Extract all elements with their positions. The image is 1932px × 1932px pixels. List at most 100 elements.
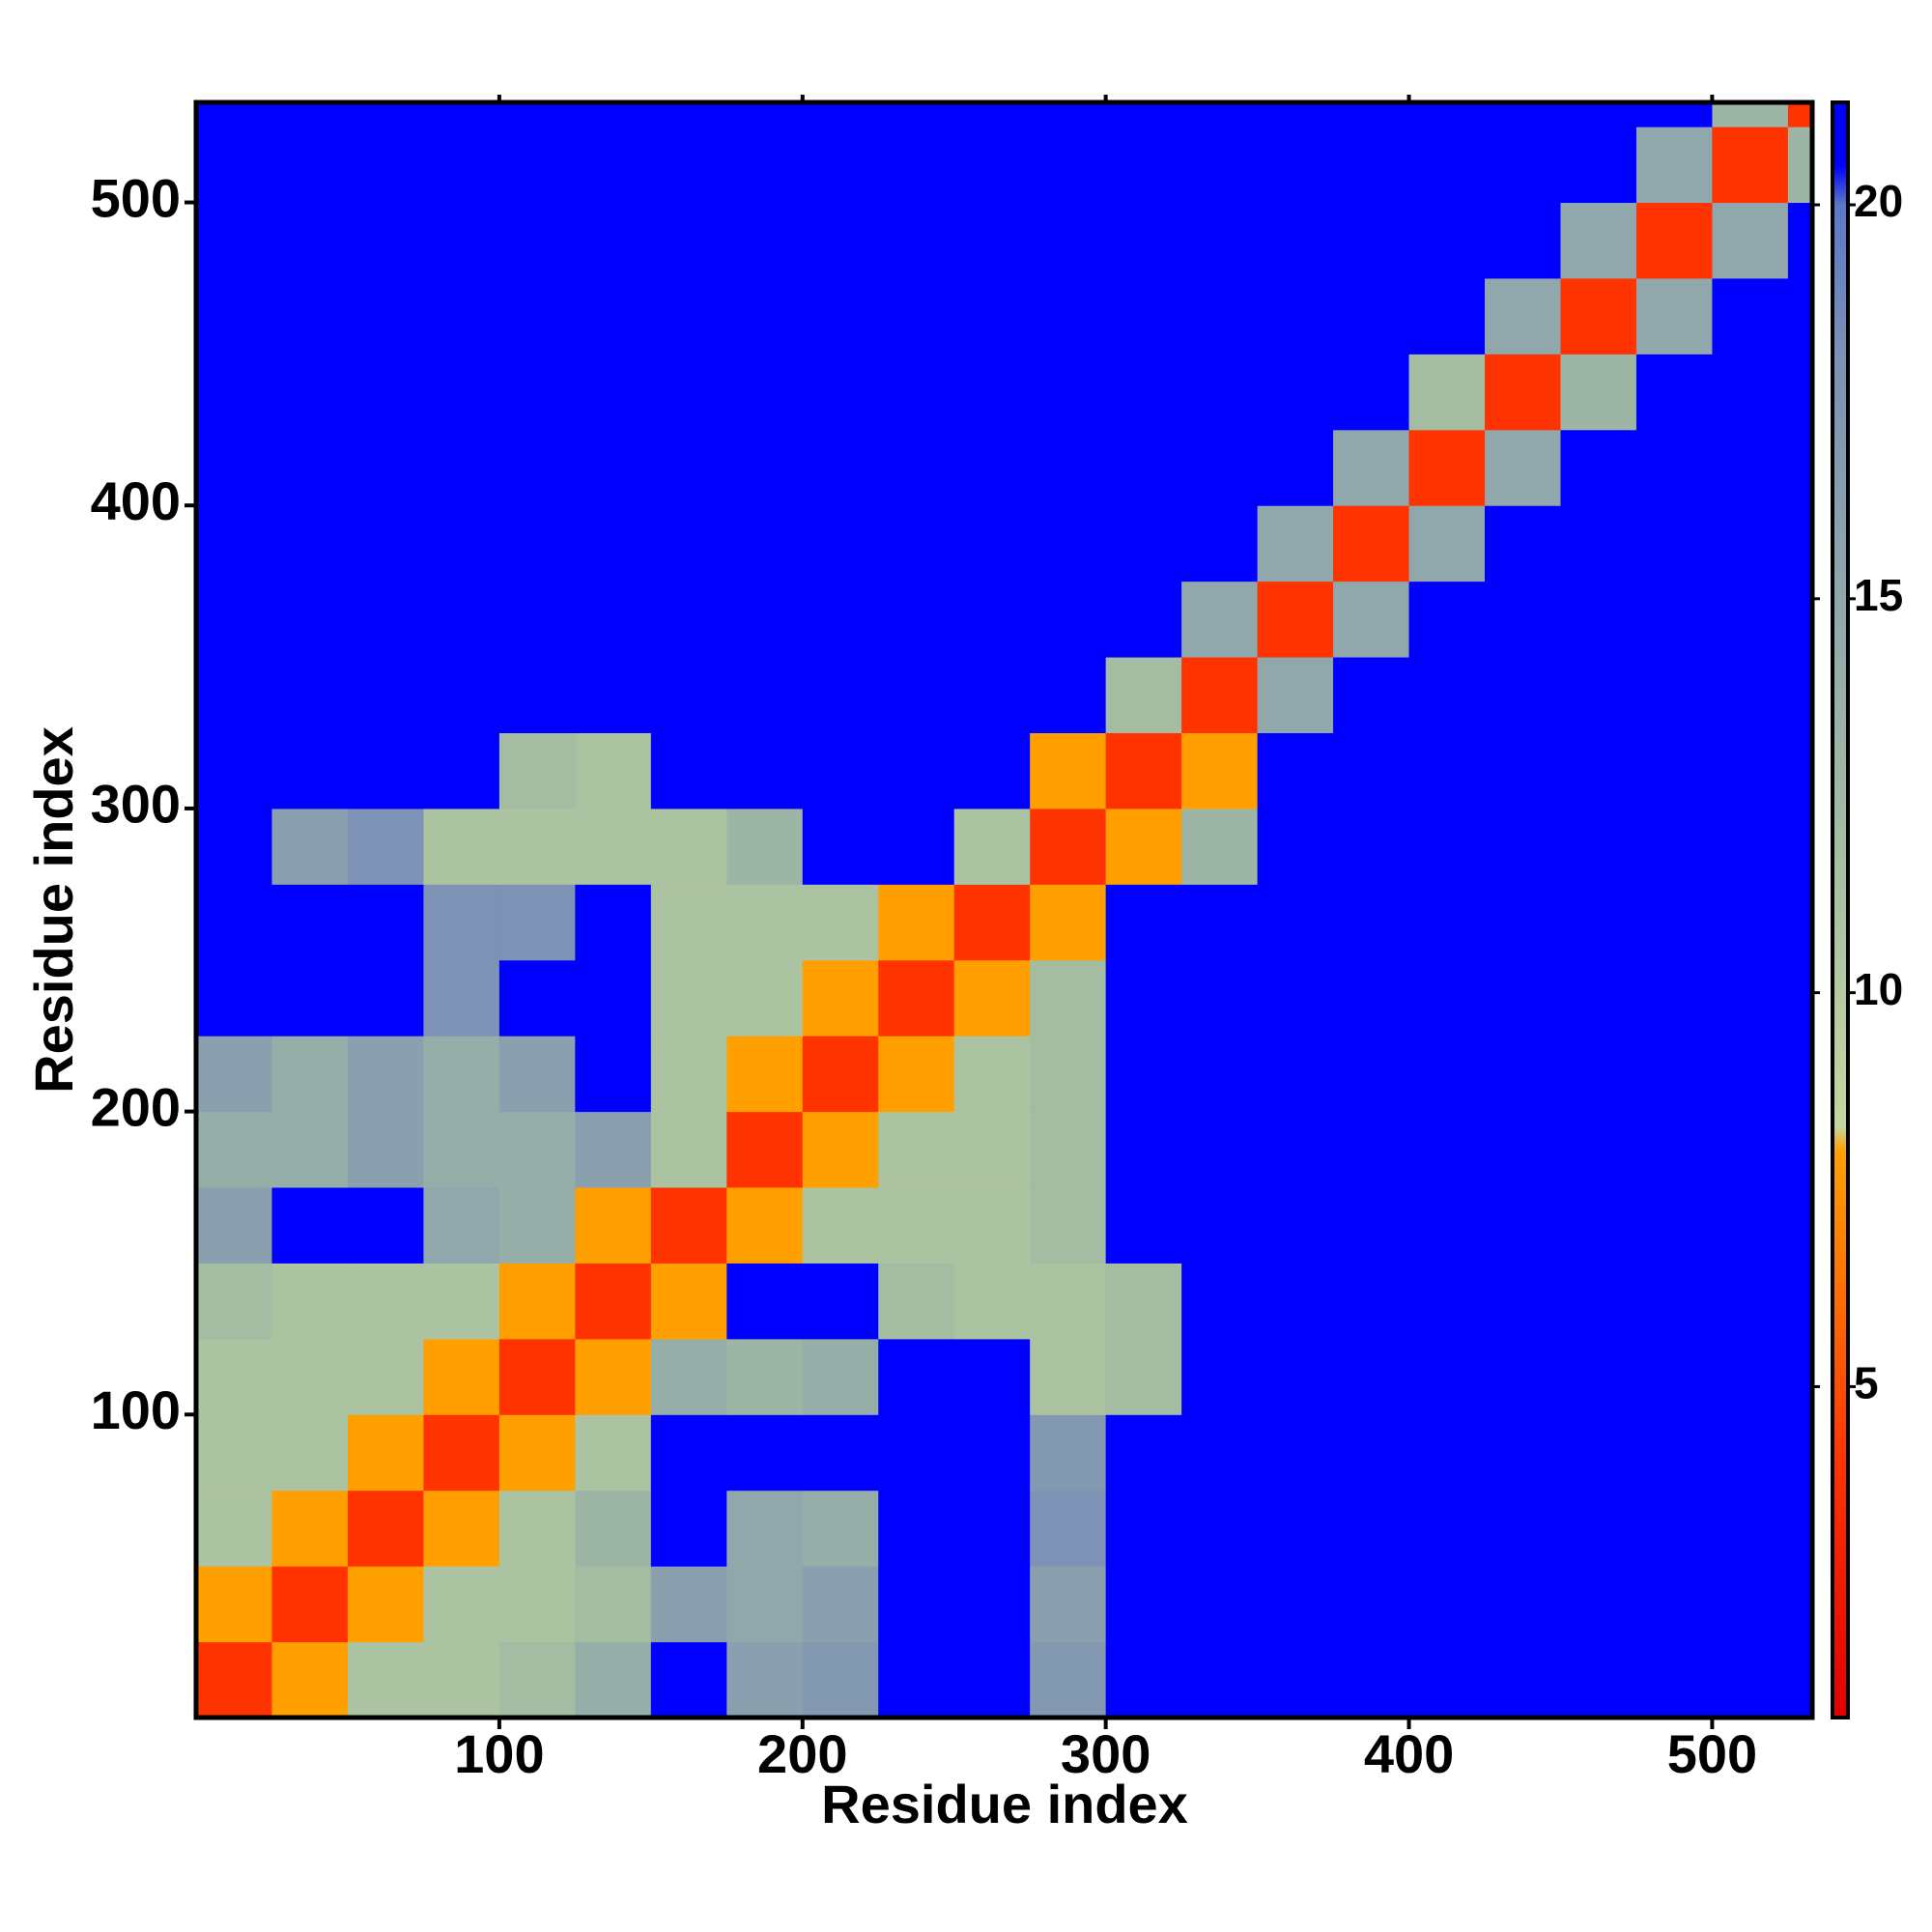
heatmap-cell xyxy=(498,1036,576,1113)
heatmap-cell xyxy=(953,1187,1031,1264)
heatmap-cell xyxy=(726,732,804,810)
heatmap-cell xyxy=(1635,1414,1713,1492)
heatmap-cell xyxy=(498,354,576,431)
y-tick-label: 400 xyxy=(91,470,181,531)
heatmap-cell xyxy=(726,1187,804,1264)
heatmap-cell xyxy=(650,1490,727,1567)
heatmap-cell xyxy=(1105,959,1182,1037)
heatmap-cell xyxy=(1105,202,1182,279)
heatmap-cell xyxy=(802,354,879,431)
heatmap-cell xyxy=(1485,505,1561,582)
heatmap-cell xyxy=(347,1566,424,1643)
heatmap-cell xyxy=(347,1111,424,1188)
heatmap-cell xyxy=(271,429,349,506)
heatmap-cell xyxy=(1181,202,1259,279)
heatmap-cell xyxy=(1030,657,1107,733)
heatmap-cell xyxy=(498,581,576,658)
heatmap-cell xyxy=(802,732,879,810)
x-tick-label: 200 xyxy=(757,1723,847,1784)
heatmap-cell xyxy=(1712,1490,1789,1567)
heatmap-cell xyxy=(953,429,1031,506)
heatmap-cell xyxy=(1635,959,1713,1037)
heatmap-cell xyxy=(1485,1566,1561,1643)
heatmap-cell xyxy=(1560,959,1637,1037)
heatmap-cell xyxy=(953,581,1031,658)
heatmap-cell xyxy=(271,354,349,431)
heatmap-cell xyxy=(347,1490,424,1567)
heatmap-cell xyxy=(575,1263,652,1340)
heatmap-cell xyxy=(878,808,955,885)
heatmap-cell xyxy=(1105,505,1182,582)
heatmap-cell xyxy=(347,581,424,658)
heatmap-cell xyxy=(1787,1263,1813,1340)
heatmap-cell xyxy=(575,1187,652,1264)
heatmap-cell xyxy=(347,1036,424,1113)
heatmap-cell xyxy=(650,657,727,733)
heatmap-cell xyxy=(1333,808,1410,885)
heatmap-cell xyxy=(802,102,879,128)
heatmap-cell xyxy=(1560,732,1637,810)
heatmap-cell xyxy=(878,1187,955,1264)
heatmap-cell xyxy=(1257,354,1334,431)
heatmap-cell xyxy=(271,102,349,128)
heatmap-cell xyxy=(575,202,652,279)
heatmap-cell xyxy=(1560,102,1637,128)
heatmap-cell xyxy=(1105,581,1182,658)
heatmap-cell xyxy=(878,1490,955,1567)
heatmap-cell xyxy=(650,1263,727,1340)
heatmap-cell xyxy=(423,884,500,961)
heatmap-cell xyxy=(1787,1187,1813,1264)
heatmap-cell xyxy=(347,732,424,810)
heatmap-cell xyxy=(423,808,500,885)
heatmap-cell xyxy=(1333,1641,1410,1719)
heatmap-cell xyxy=(1485,277,1561,355)
heatmap-cell xyxy=(1257,277,1334,355)
heatmap-cell xyxy=(878,1111,955,1188)
heatmap-cell xyxy=(498,1414,576,1492)
heatmap-cell xyxy=(1030,202,1107,279)
heatmap-cell xyxy=(196,102,272,128)
heatmap-cell xyxy=(1257,732,1334,810)
heatmap-cell xyxy=(271,1414,349,1492)
heatmap-cell xyxy=(1408,959,1486,1037)
heatmap-cell xyxy=(1635,277,1713,355)
heatmap-cell xyxy=(1635,808,1713,885)
heatmap-cell xyxy=(1485,732,1561,810)
heatmap-cell xyxy=(423,1338,500,1415)
heatmap-cell xyxy=(1333,505,1410,582)
heatmap-cell xyxy=(196,127,272,204)
heatmap-cell xyxy=(347,127,424,204)
heatmap-cell xyxy=(1635,1338,1713,1415)
heatmap-cell xyxy=(802,202,879,279)
heatmap-cell xyxy=(575,1338,652,1415)
heatmap-cell xyxy=(1181,1338,1259,1415)
heatmap-cell xyxy=(802,1414,879,1492)
heatmap-cell xyxy=(1485,1414,1561,1492)
heatmap-cell xyxy=(1257,202,1334,279)
heatmap-cell xyxy=(347,505,424,582)
heatmap-cell xyxy=(1787,581,1813,658)
heatmap-cell xyxy=(271,959,349,1037)
heatmap-cell xyxy=(271,1338,349,1415)
heatmap-cell xyxy=(650,277,727,355)
heatmap-cell xyxy=(1712,429,1789,506)
heatmap-cell xyxy=(498,808,576,885)
heatmap-cell xyxy=(347,277,424,355)
heatmap-cell xyxy=(1105,1490,1182,1567)
heatmap-cell xyxy=(575,1566,652,1643)
heatmap-cell xyxy=(1560,202,1637,279)
heatmap-cell xyxy=(347,429,424,506)
heatmap-cell xyxy=(271,1566,349,1643)
heatmap-cell xyxy=(1333,1187,1410,1264)
heatmap-cell xyxy=(726,505,804,582)
heatmap-cell xyxy=(802,1490,879,1567)
heatmap-cell xyxy=(1485,202,1561,279)
heatmap-cell xyxy=(802,1111,879,1188)
heatmap-cell xyxy=(878,505,955,582)
heatmap-cell xyxy=(1635,102,1713,128)
heatmap-cell xyxy=(1105,1111,1182,1188)
heatmap-cell xyxy=(802,1036,879,1113)
heatmap-cell xyxy=(1560,1414,1637,1492)
heatmap-cell xyxy=(423,277,500,355)
